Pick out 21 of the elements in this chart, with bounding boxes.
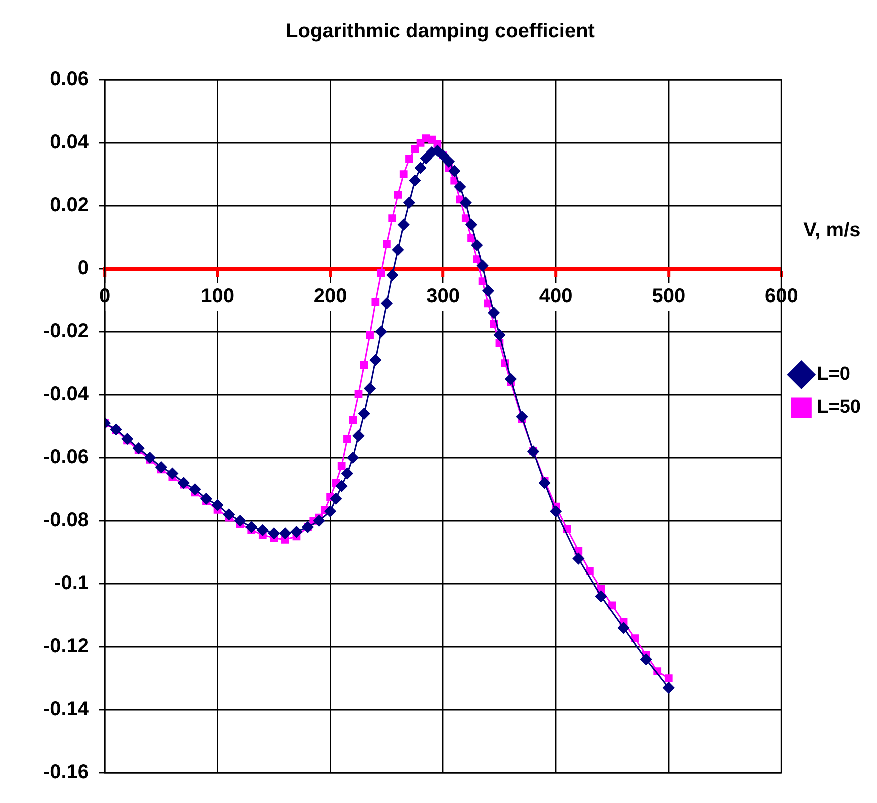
y-tick-label: -0.16: [43, 762, 89, 784]
y-tick-label: -0.02: [43, 320, 89, 343]
y-tick-label: -0.04: [43, 384, 90, 406]
x-tick-label: 500: [652, 286, 686, 308]
legend-label: L=50: [817, 397, 862, 418]
chart-title: Logarithmic damping coefficient: [286, 20, 596, 43]
y-tick-label: -0.08: [43, 510, 89, 532]
y-tick-label: -0.06: [43, 446, 89, 469]
legend-label: L=0: [817, 364, 850, 386]
x-tick-label: 300: [426, 286, 460, 308]
x-axis-title: V, m/s: [804, 220, 861, 242]
y-tick-label: -0.12: [43, 636, 89, 658]
x-tick-label: 100: [201, 286, 234, 308]
y-tick-label: -0.14: [43, 698, 90, 721]
y-tick-label: 0.06: [50, 68, 89, 91]
y-tick-label: 0: [78, 258, 89, 280]
y-tick-label: 0.04: [50, 132, 90, 154]
y-tick-label: -0.1: [54, 572, 89, 595]
y-tick-label: 0.02: [50, 194, 89, 217]
x-tick-label: 200: [314, 286, 348, 308]
x-tick-label: 400: [539, 286, 573, 308]
